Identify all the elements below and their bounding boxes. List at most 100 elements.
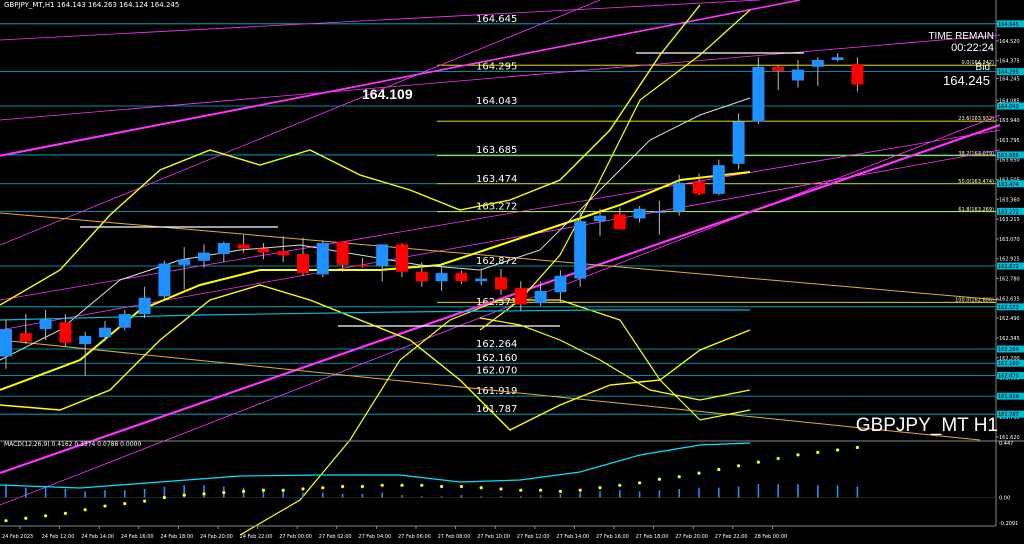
channel-line (0, 0, 761, 41)
fib-level-label: 0.0(164.342) (961, 60, 994, 66)
macd-signal-dot (756, 460, 761, 464)
price-level-tag (997, 207, 1024, 215)
macd-axis-label: -0.2091 (999, 521, 1018, 527)
candle-body (534, 290, 547, 304)
macd-signal-dot (162, 495, 166, 500)
price-level-tag (997, 20, 1024, 28)
time-axis-label: 24 Feb 18:00 (160, 534, 193, 540)
candle-body (217, 243, 230, 254)
time-axis-label: 27 Feb 06:00 (398, 534, 431, 540)
candle-body (435, 273, 448, 282)
candle-body (831, 57, 844, 61)
macd-signal-dot (63, 511, 67, 515)
macd-signal-dot (677, 475, 681, 479)
price-axis-label: 162.490 (999, 316, 1020, 322)
price-level-label: 164.043 (476, 96, 517, 107)
macd-signal-dot (202, 492, 206, 496)
price-level-label: 163.272 (476, 201, 517, 212)
fib-level-label: 38.2(163.679) (958, 151, 994, 157)
candle-body (613, 214, 626, 230)
candle-body (732, 121, 745, 164)
macd-signal-dot (479, 486, 483, 490)
candle-body (356, 264, 369, 267)
price-level-label: 162.264 (476, 339, 517, 350)
price-level-tag (997, 359, 1024, 367)
time-axis-label: 24 Feb 16:00 (121, 534, 154, 540)
diagonal-line (0, 339, 981, 441)
moving-average-fast (0, 97, 751, 361)
price-axis-label: 164.520 (999, 39, 1020, 45)
candle-body (653, 211, 666, 213)
trend-line-main (0, 123, 1001, 475)
macd-signal-dot (558, 489, 563, 494)
fib-level-label: 23.6(163.932) (958, 116, 994, 122)
price-axis-label: 164.245 (999, 76, 1020, 82)
candle-body (59, 322, 72, 343)
candle-body (693, 181, 705, 194)
macd-signal-dot (737, 464, 741, 468)
macd-signal-dot (301, 487, 305, 491)
price-level-tag (997, 102, 1024, 110)
price-level-tag (997, 151, 1024, 159)
macd-signal-dot (4, 519, 8, 523)
candle-body (554, 275, 567, 293)
channel-line (0, 114, 1001, 506)
fib-level-label: 61.8(163.269) (958, 207, 994, 213)
candle-body (158, 263, 171, 297)
price-level-tag-label: 164.645 (998, 22, 1019, 28)
time-axis-label: 28 Feb 00:00 (754, 534, 787, 540)
macd-signal-dot (143, 499, 147, 503)
price-axis-label: 162.635 (999, 296, 1020, 302)
candle-body (297, 253, 309, 274)
macd-label: MACD(12,26,9) 0.4162 0.3374 0.0788 0.000… (4, 441, 142, 448)
macd-axis-label: 0.447 (999, 441, 1013, 447)
candle-body (376, 244, 389, 267)
macd-signal-dot (24, 516, 28, 520)
candle-body (495, 277, 507, 290)
ma-long (0, 309, 750, 321)
price-axis-label: 164.375 (999, 59, 1020, 65)
candle-body (178, 259, 191, 265)
candle-body (514, 288, 527, 305)
price-level-tag (997, 392, 1024, 400)
channel-line (0, 34, 1001, 121)
price-level-tag-label: 161.919 (998, 394, 1019, 400)
price-level-tag-label: 161.787 (998, 412, 1019, 418)
macd-signal-dot (103, 504, 107, 508)
candle-body (772, 66, 785, 71)
bollinger-lower-right (479, 317, 751, 401)
candle-body (257, 248, 270, 253)
price-axis-label: 163.650 (999, 158, 1020, 164)
time-axis-label: 27 Feb 14:00 (556, 534, 589, 540)
macd-signal-dot (578, 488, 582, 492)
macd-signal-dot (618, 483, 622, 487)
macd-signal-dot (539, 488, 543, 492)
macd-signal-dot (83, 508, 87, 512)
macd-main-line (0, 442, 751, 489)
macd-signal-dot (499, 487, 503, 491)
macd-signal-dot (341, 484, 345, 489)
price-axis-label: 163.360 (999, 197, 1020, 203)
candle-body (712, 165, 725, 194)
candle-body (336, 241, 349, 265)
price-level-tag (997, 262, 1024, 270)
macd-axis-label: 0.00 (999, 496, 1010, 502)
candle-body (118, 314, 131, 328)
price-level-tag (997, 68, 1024, 76)
time-axis-label: 24 Feb 12:00 (42, 534, 75, 540)
bollinger-upper (0, 4, 701, 306)
price-axis-label: 162.925 (999, 257, 1020, 263)
time-axis-label: 24 Feb 2023 (2, 534, 33, 540)
fib-level-label: 50.0(163.474) (958, 179, 994, 185)
price-level-tag-label: 163.685 (998, 153, 1019, 159)
candle-body (39, 319, 52, 330)
price-level-tag-label: 163.474 (998, 182, 1019, 188)
macd-signal-dot (420, 483, 424, 487)
time-axis-label: 27 Feb 04:00 (358, 534, 391, 540)
price-level-label: 163.685 (476, 145, 517, 156)
macd-signal-dot (717, 467, 721, 472)
candle-body (792, 69, 804, 81)
price-level-label: 163.474 (476, 174, 517, 185)
time-remain-label: TIME REMAIN (928, 31, 994, 42)
